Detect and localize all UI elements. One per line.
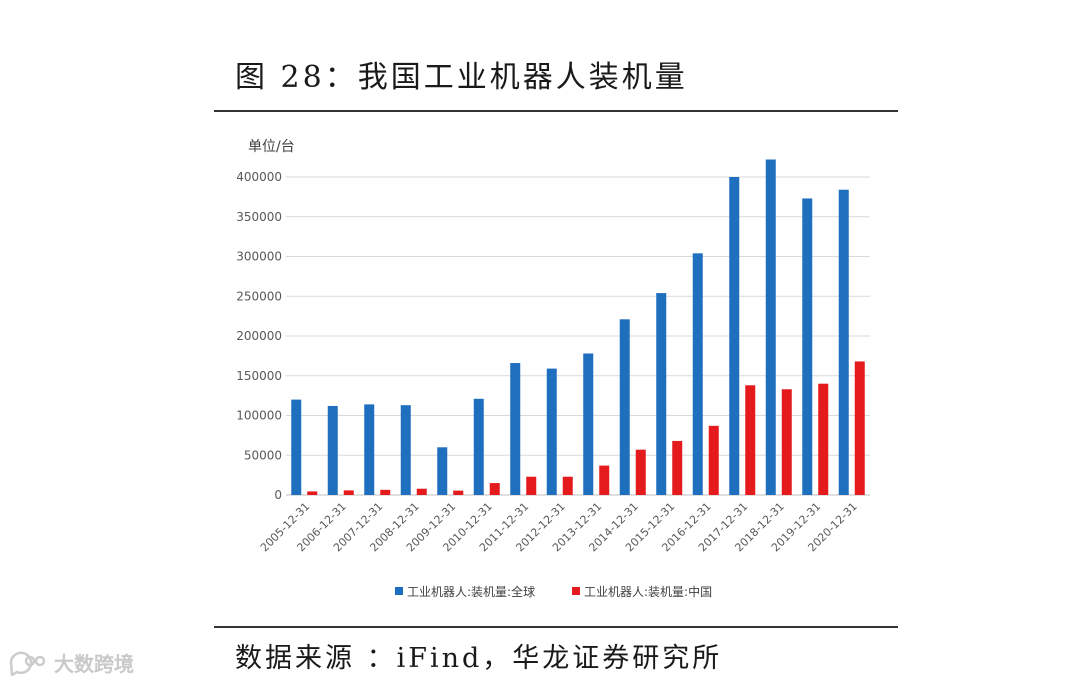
bar-global bbox=[291, 399, 302, 495]
legend-swatch bbox=[572, 587, 580, 595]
bar-china bbox=[343, 490, 354, 495]
bar-global bbox=[656, 293, 667, 495]
y-unit-label: 单位/台 bbox=[248, 139, 295, 155]
legend-swatch bbox=[395, 587, 403, 595]
legend-label: 工业机器人:装机量:中国 bbox=[584, 584, 712, 599]
bar-global bbox=[510, 363, 521, 495]
bar-global bbox=[692, 253, 703, 495]
watermark-text: 大数跨境 bbox=[54, 652, 134, 676]
y-tick-label: 0 bbox=[274, 488, 282, 502]
bar-global bbox=[473, 398, 484, 495]
bar-global bbox=[765, 159, 776, 495]
bar-china bbox=[854, 361, 865, 495]
bar-china bbox=[745, 385, 756, 495]
bar-china bbox=[416, 488, 427, 495]
bar-china bbox=[489, 483, 500, 495]
bars bbox=[291, 159, 865, 495]
bar-china bbox=[453, 490, 464, 495]
bar-china bbox=[526, 476, 537, 495]
bar-china bbox=[781, 389, 792, 495]
top-rule bbox=[214, 110, 898, 112]
bubble-logo-icon bbox=[9, 651, 46, 676]
bar-global bbox=[729, 177, 740, 495]
bar-global bbox=[327, 405, 338, 495]
y-tick-label: 150000 bbox=[236, 369, 282, 383]
bar-china bbox=[307, 491, 318, 495]
bar-global bbox=[802, 198, 813, 495]
x-tick-labels: 2005-12-312006-12-312007-12-312008-12-31… bbox=[258, 500, 860, 554]
y-tick-label: 200000 bbox=[236, 329, 282, 343]
bar-china bbox=[672, 440, 683, 495]
y-tick-label: 400000 bbox=[236, 170, 282, 184]
y-tick-label: 250000 bbox=[236, 289, 282, 303]
watermark: 大数跨境 bbox=[8, 648, 134, 677]
bar-china bbox=[599, 465, 610, 495]
legend-label: 工业机器人:装机量:全球 bbox=[407, 584, 535, 599]
y-tick-label: 300000 bbox=[236, 250, 282, 264]
bar-global bbox=[619, 319, 630, 495]
bar-global bbox=[400, 405, 411, 495]
bar-global bbox=[364, 404, 375, 495]
y-tick-labels: 0 50000 100000 150000 200000 250000 300000 3500… bbox=[236, 170, 282, 502]
y-tick-label: 100000 bbox=[236, 409, 282, 423]
bar-global bbox=[546, 368, 557, 495]
bar-china bbox=[562, 476, 573, 495]
bar-global bbox=[838, 189, 849, 495]
bar-global bbox=[437, 447, 448, 495]
bar-china bbox=[818, 383, 829, 495]
bottom-rule bbox=[214, 626, 898, 628]
bar-china bbox=[380, 489, 391, 495]
y-tick-label: 350000 bbox=[236, 210, 282, 224]
legend: 工业机器人:装机量:全球 工业机器人:装机量:中国 bbox=[395, 584, 712, 599]
source-note: 数据来源 ：iFind，华龙证券研究所 bbox=[235, 643, 723, 674]
bar-global bbox=[583, 353, 594, 495]
y-tick-label: 50000 bbox=[244, 448, 282, 462]
figure-title: 图 28：我国工业机器人装机量 bbox=[235, 60, 688, 95]
bar-china bbox=[635, 449, 646, 495]
bar-china bbox=[708, 425, 719, 495]
